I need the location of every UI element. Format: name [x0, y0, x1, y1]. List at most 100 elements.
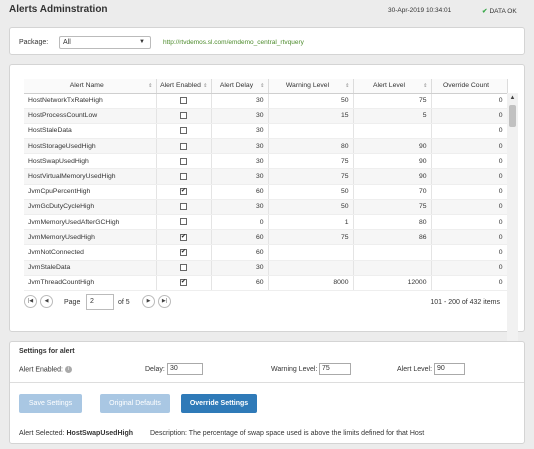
alert-level-input[interactable]: 90 [434, 363, 465, 375]
cell-alert-name: HostStaleData [24, 123, 157, 140]
table-row[interactable]: HostStaleData 30 0 [24, 123, 508, 140]
next-page-icon[interactable]: ▶ [142, 295, 155, 308]
table-row[interactable]: JvmNotConnected ✔ 60 0 [24, 244, 508, 261]
cell-warning-level: 50 [268, 184, 354, 200]
alert-enabled-checkbox[interactable]: ✔ [180, 248, 187, 256]
scroll-up-icon[interactable]: ▲ [509, 95, 516, 101]
cell-override-count: 0 [431, 244, 508, 261]
scroll-thumb[interactable] [509, 105, 516, 127]
col-header-alert-level[interactable]: Alert Level ⇕ [353, 79, 432, 94]
item-range: 101 - 200 of 432 items [430, 299, 500, 306]
chevron-down-icon: ▼ [139, 39, 145, 45]
cell-warning-level [268, 260, 354, 276]
alert-enabled-checkbox[interactable]: ✔ [180, 279, 187, 287]
col-header-alert-enabled[interactable]: Alert Enabled ⇕ [156, 79, 212, 94]
cell-override-count: 0 [431, 123, 508, 140]
col-header-alert-name[interactable]: Alert Name ⇕ [24, 79, 157, 94]
alert-selected-value: HostSwapUsedHigh [66, 430, 133, 437]
alert-enabled-checkbox[interactable]: ✔ [180, 233, 187, 241]
cell-alert-name: JvmCpuPercentHigh [24, 184, 157, 200]
cell-warning-level: 75 [268, 229, 354, 246]
cell-alert-level: 70 [353, 184, 432, 200]
cell-alert-delay: 30 [211, 153, 269, 170]
alert-enabled-checkbox[interactable] [180, 142, 187, 150]
page-label: Page [64, 299, 81, 306]
table-row[interactable]: HostProcessCountLow 30 15 5 0 [24, 108, 508, 124]
alert-enabled-checkbox[interactable] [180, 264, 187, 271]
col-header-warning-level[interactable]: Warning Level ⇕ [268, 79, 354, 94]
package-select[interactable]: All ▼ [59, 36, 151, 49]
pagination: |◀ ◀ Page 2 of 5 ▶ ▶| 101 - 200 of 432 i… [24, 293, 514, 311]
cell-alert-name: JvmGcDutyCycleHigh [24, 199, 157, 216]
original-defaults-button[interactable]: Original Defaults [100, 394, 170, 413]
cell-alert-level: 5 [353, 108, 432, 124]
cell-warning-level: 1 [268, 214, 354, 231]
cell-alert-name: JvmStaleData [24, 260, 157, 276]
cell-warning-level: 8000 [268, 275, 354, 291]
last-page-icon[interactable]: ▶| [158, 295, 171, 308]
cell-override-count: 0 [431, 199, 508, 216]
alert-level-label: Alert Level: [397, 366, 433, 373]
alert-enabled-checkbox[interactable] [180, 127, 187, 135]
cell-warning-level: 75 [268, 168, 354, 185]
cell-alert-level [353, 123, 432, 140]
alerts-table: Alert Name ⇕ Alert Enabled ⇕ Alert Delay ⇕ … [24, 79, 508, 291]
alert-enabled-checkbox[interactable] [180, 96, 187, 104]
sort-icon: ⇕ [423, 83, 428, 89]
cell-alert-enabled [156, 93, 212, 109]
cell-alert-delay: 30 [211, 123, 269, 140]
prev-page-icon[interactable]: ◀ [40, 295, 53, 308]
settings-divider [10, 382, 524, 383]
alert-enabled-checkbox[interactable] [180, 157, 187, 165]
alert-description-value: The percentage of swap space used is abo… [188, 430, 425, 437]
override-settings-button[interactable]: Override Settings [181, 394, 257, 413]
info-icon: i [64, 366, 72, 373]
table-scrollbar[interactable]: ▲ ▼ [507, 93, 518, 351]
cell-alert-enabled [156, 153, 212, 170]
cell-alert-name: HostProcessCountLow [24, 108, 157, 124]
cell-override-count: 0 [431, 260, 508, 276]
table-row[interactable]: JvmThreadCountHigh ✔ 60 8000 12000 0 [24, 275, 508, 291]
alert-enabled-checkbox[interactable] [180, 112, 187, 120]
col-header-override-count[interactable]: Override Count [431, 79, 508, 94]
table-row[interactable]: HostVirtualMemoryUsedHigh 30 75 90 0 [24, 168, 508, 185]
cell-alert-name: HostNetworkTxRateHigh [24, 93, 157, 109]
table-row[interactable]: HostStorageUsedHigh 30 80 90 0 [24, 138, 508, 155]
alert-enabled-checkbox[interactable] [180, 218, 187, 226]
cell-warning-level: 80 [268, 138, 354, 155]
table-row[interactable]: JvmCpuPercentHigh ✔ 60 50 70 0 [24, 184, 508, 200]
cell-alert-delay: 60 [211, 275, 269, 291]
alert-enabled-checkbox[interactable] [180, 203, 187, 211]
delay-label: Delay: [145, 366, 165, 373]
cell-warning-level: 50 [268, 199, 354, 216]
cell-alert-delay: 30 [211, 199, 269, 216]
table-row[interactable]: HostSwapUsedHigh 30 75 90 0 [24, 153, 508, 170]
cell-alert-delay: 0 [211, 214, 269, 231]
page-count: of 5 [118, 299, 130, 306]
cell-alert-enabled: ✔ [156, 184, 212, 200]
package-url: http://rtvdemos.sl.com/emdemo_central_rt… [163, 39, 304, 46]
page-number-input[interactable]: 2 [86, 294, 114, 310]
table-row[interactable]: JvmStaleData 30 0 [24, 260, 508, 276]
cell-alert-level: 90 [353, 138, 432, 155]
cell-override-count: 0 [431, 275, 508, 291]
data-status: ✔ DATA OK [482, 7, 517, 15]
alert-enabled-checkbox[interactable] [180, 172, 187, 180]
alert-enabled-checkbox[interactable]: ✔ [180, 188, 187, 196]
col-header-alert-delay[interactable]: Alert Delay ⇕ [211, 79, 269, 94]
cell-override-count: 0 [431, 184, 508, 200]
check-icon: ✔ [482, 8, 488, 15]
sort-icon: ⇕ [260, 83, 265, 89]
cell-alert-name: JvmMemoryUsedAfterGCHigh [24, 214, 157, 231]
save-settings-button[interactable]: Save Settings [19, 394, 82, 413]
first-page-icon[interactable]: |◀ [24, 295, 37, 308]
table-row[interactable]: JvmMemoryUsedAfterGCHigh 0 1 80 0 [24, 214, 508, 231]
table-row[interactable]: JvmMemoryUsedHigh ✔ 60 75 86 0 [24, 229, 508, 246]
table-row[interactable]: HostNetworkTxRateHigh 30 50 75 0 [24, 93, 508, 109]
warning-level-input[interactable]: 75 [319, 363, 351, 375]
table-row[interactable]: JvmGcDutyCycleHigh 30 50 75 0 [24, 199, 508, 216]
cell-override-count: 0 [431, 93, 508, 109]
warning-level-label: Warning Level: [271, 366, 318, 373]
app-header: Alerts Adminstration 30-Apr-2019 10:34:0… [0, 0, 534, 22]
delay-input[interactable]: 30 [167, 363, 203, 375]
